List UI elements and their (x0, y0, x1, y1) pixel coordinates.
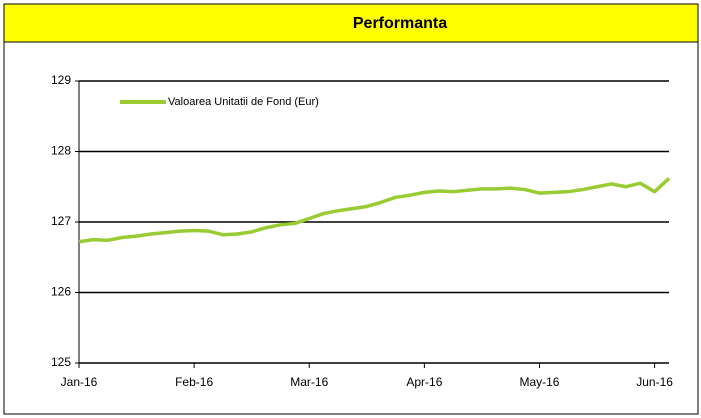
y-tick-label: 127 (51, 214, 71, 228)
y-tick-label: 129 (51, 73, 71, 87)
title-bar (3, 3, 699, 43)
x-tick-label: May-16 (519, 375, 559, 389)
x-tick-label: Feb-16 (175, 375, 213, 389)
chart-title: Performanta (353, 15, 447, 32)
y-tick-label: 126 (51, 285, 71, 299)
x-tick-label: Apr-16 (406, 375, 442, 389)
data-line (78, 177, 671, 244)
x-tick-label: Mar-16 (290, 375, 328, 389)
x-tick-label: Jun-16 (636, 375, 673, 389)
x-tick-label: Jan-16 (61, 375, 98, 389)
legend-label: Valoarea Unitatii de Fond (Eur) (168, 96, 319, 108)
y-tick-label: 125 (51, 355, 71, 369)
y-tick-label: 128 (51, 144, 71, 158)
